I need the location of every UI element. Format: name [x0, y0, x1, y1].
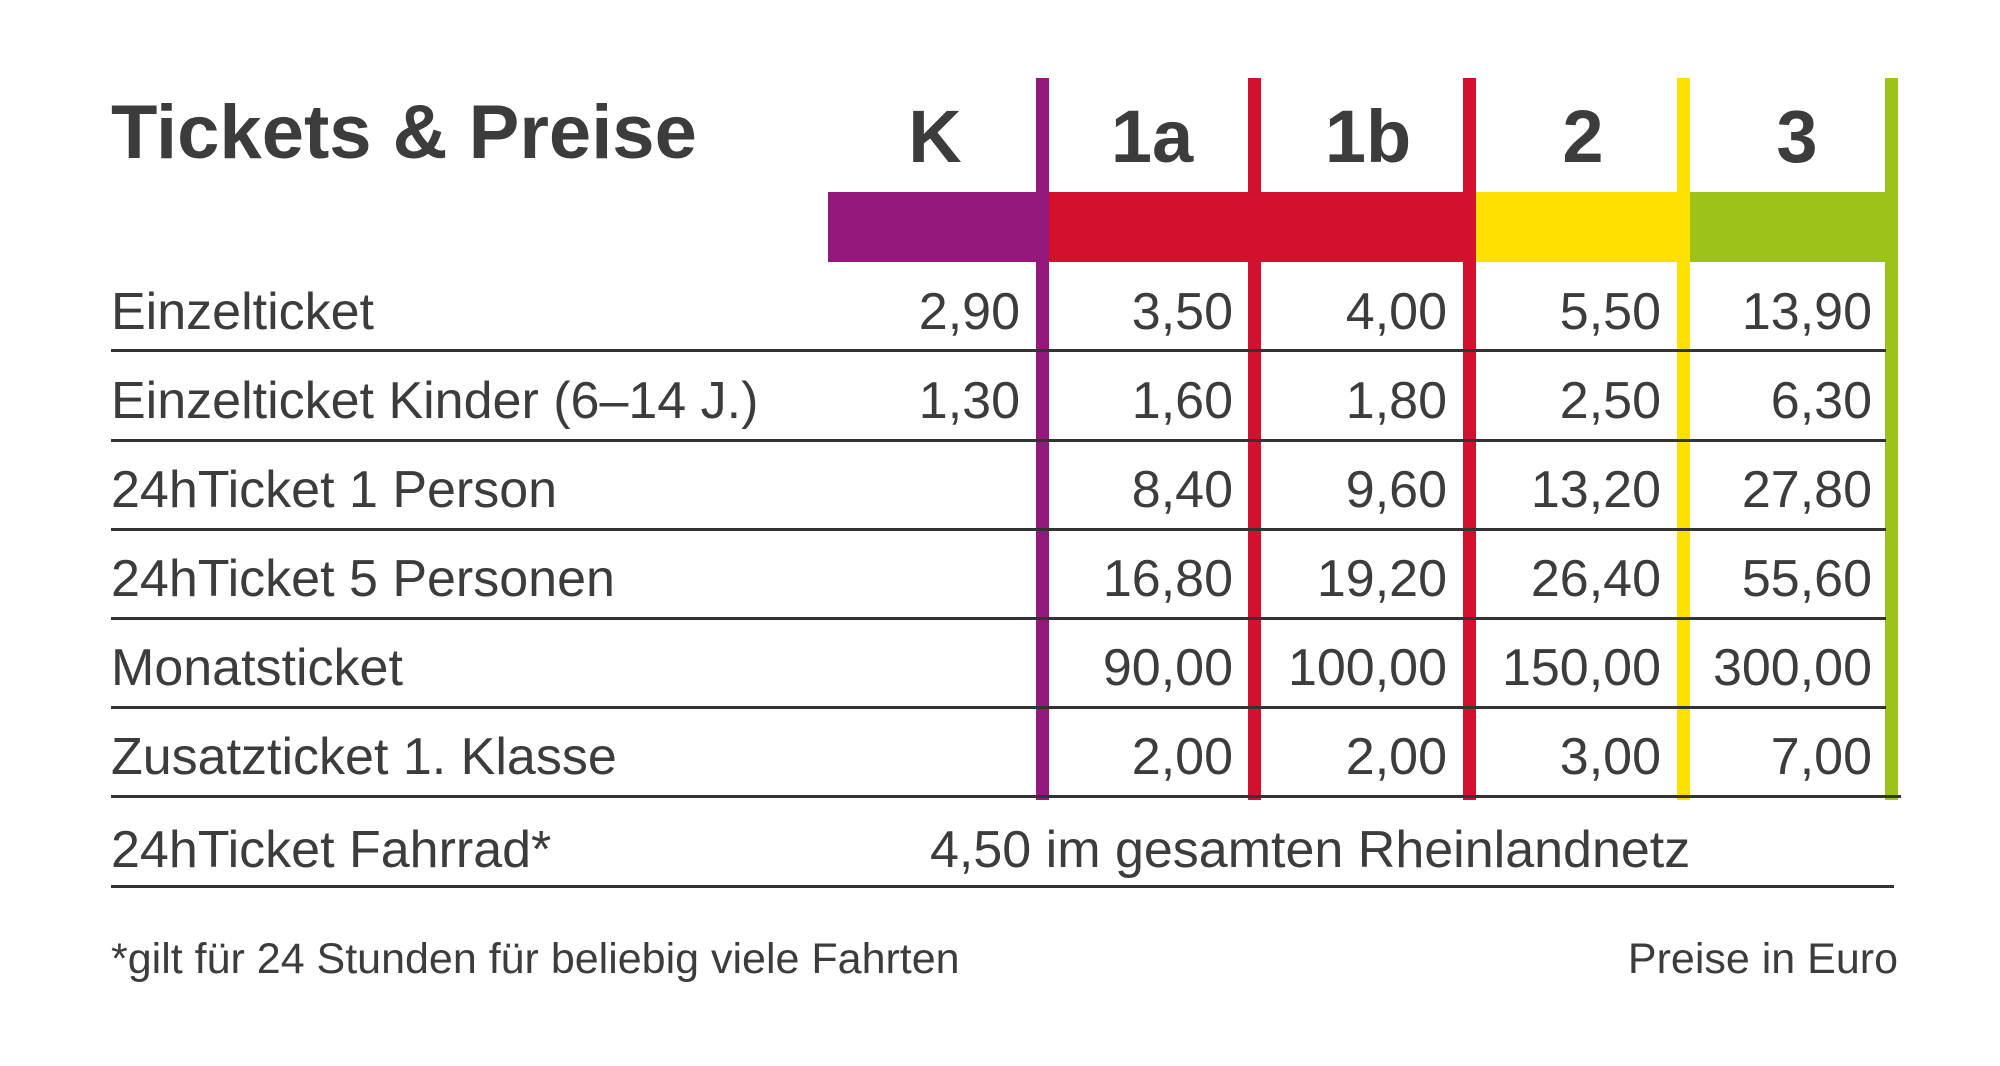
row-divider [111, 706, 1886, 709]
row-label-24h-fahrrad: 24hTicket Fahrrad* [111, 821, 552, 879]
price-cell: 27,80 [1741, 461, 1872, 519]
price-cell: 1,60 [1131, 372, 1233, 430]
row-divider [111, 795, 1901, 798]
price-cell: 1,30 [918, 372, 1020, 430]
price-cell: 5,50 [1559, 283, 1661, 341]
price-cell: 55,60 [1741, 550, 1872, 608]
zone-band-k [828, 192, 1048, 262]
price-cell: 8,40 [1131, 461, 1233, 519]
price-cell: 2,50 [1559, 372, 1661, 430]
bike-ticket-price-text: 4,50 im gesamten Rheinlandnetz [930, 821, 1691, 879]
price-cell: 150,00 [1501, 639, 1661, 697]
row-label-24h-1-person: 24hTicket 1 Person [111, 461, 558, 519]
row-divider [111, 617, 1886, 620]
zone-header-2: 2 [1562, 95, 1604, 178]
price-cell: 16,80 [1102, 550, 1233, 608]
zone-header-1b: 1b [1324, 95, 1412, 178]
price-cell: 7,00 [1770, 728, 1872, 786]
price-cell: 300,00 [1712, 639, 1872, 697]
price-cell: 6,30 [1770, 372, 1872, 430]
price-cell: 1,80 [1345, 372, 1447, 430]
row-label-zusatzticket: Zusatzticket 1. Klasse [111, 728, 617, 786]
price-cell: 3,50 [1131, 283, 1233, 341]
row-divider [111, 439, 1886, 442]
row-divider [111, 349, 1886, 352]
price-cell: 9,60 [1345, 461, 1447, 519]
zone-divider-3 [1885, 78, 1898, 800]
zone-band-2 [1475, 192, 1690, 262]
zone-header-1a: 1a [1110, 95, 1194, 178]
price-cell: 13,20 [1530, 461, 1661, 519]
price-cell: 90,00 [1102, 639, 1233, 697]
price-cell: 2,90 [918, 283, 1020, 341]
price-cell: 2,00 [1131, 728, 1233, 786]
price-cell: 2,00 [1345, 728, 1447, 786]
price-cell: 100,00 [1287, 639, 1447, 697]
price-cell: 26,40 [1530, 550, 1661, 608]
row-divider [111, 528, 1886, 531]
row-label-24h-5-personen: 24hTicket 5 Personen [111, 550, 615, 608]
price-cell: 13,90 [1741, 283, 1872, 341]
row-divider [111, 885, 1894, 888]
price-cell: 19,20 [1316, 550, 1447, 608]
zone-band-3 [1690, 192, 1897, 262]
row-label-einzelticket-kinder: Einzelticket Kinder (6–14 J.) [111, 372, 759, 430]
zone-header-3: 3 [1776, 95, 1818, 178]
zone-header-k: K [908, 95, 962, 178]
footnote: *gilt für 24 Stunden für beliebig viele … [111, 935, 960, 983]
page-title: Tickets & Preise [111, 90, 697, 175]
currency-note: Preise in Euro [1627, 935, 1898, 983]
price-cell: 4,00 [1345, 283, 1447, 341]
row-label-einzelticket: Einzelticket [111, 283, 374, 341]
price-cell: 3,00 [1559, 728, 1661, 786]
row-label-monatsticket: Monatsticket [111, 639, 403, 697]
zone-band-1 [1048, 192, 1475, 262]
